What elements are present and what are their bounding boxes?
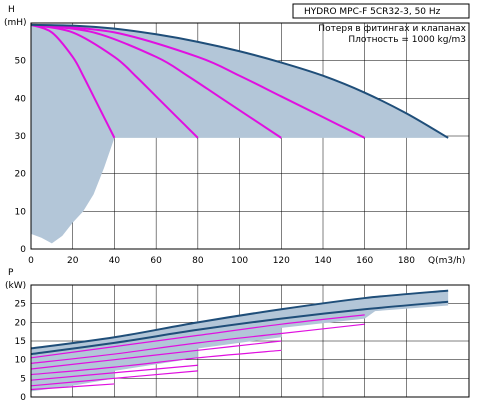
- power-y-ticks: 0 5 10 15 20 25: [15, 300, 27, 400]
- head-x-tick-label: 80: [192, 256, 204, 266]
- power-speed-curve: [30, 314, 365, 359]
- head-y-ticks: 0 10 20 30 40 50: [15, 57, 27, 255]
- power-y-tick-label: 5: [20, 374, 26, 384]
- head-x-tick-label: 100: [231, 256, 248, 266]
- head-x-tick-label: 0: [28, 256, 34, 266]
- power-speed-curve: [30, 364, 198, 381]
- head-x-tick-label: 40: [109, 256, 121, 266]
- power-plot-frame: [30, 284, 470, 398]
- power-y-tick-label: 25: [15, 300, 26, 310]
- head-x-tick-label: 160: [356, 256, 373, 266]
- power-speed-curve: [30, 340, 282, 370]
- power-max-curve: [30, 289, 449, 350]
- head-speed-curve-1: [30, 23, 116, 139]
- power-max-curve: [30, 300, 449, 356]
- head-y-tick-label: 10: [15, 207, 27, 217]
- head-x-ticks: 0 20 40 60 80 100 120 140 160 180: [28, 256, 415, 266]
- head-x-tick-label: 140: [314, 256, 331, 266]
- head-x-tick-label: 60: [150, 256, 162, 266]
- head-plot-frame: [30, 22, 470, 250]
- power-curves: [30, 289, 449, 391]
- head-speed-curve-2: [30, 23, 199, 139]
- head-y-tick-label: 30: [15, 132, 27, 142]
- power-y-tick-label: 10: [15, 356, 27, 366]
- power-speed-curve: [30, 370, 198, 387]
- head-x-tick-label: 20: [67, 256, 79, 266]
- chart-title: HYDRO MPC-F 5CR32-3, 50 Hz: [304, 7, 441, 17]
- head-x-label: Q(m3/h): [428, 256, 465, 266]
- head-y-tick-label: 0: [20, 245, 26, 255]
- head-y-tick-label: 50: [15, 57, 27, 67]
- head-operating-area: [31, 24, 449, 244]
- head-y-unit: (mH): [4, 18, 27, 28]
- power-speed-curve: [30, 323, 365, 364]
- power-y-unit: (kW): [5, 281, 26, 291]
- head-y-tick-label: 40: [15, 94, 27, 104]
- power-y-tick-label: 15: [15, 337, 26, 347]
- note-fittings: Потеря в фитингах и клапанах: [318, 24, 466, 34]
- power-operating-area: [31, 290, 449, 392]
- power-chart: 0 5 10 15 20 25 P (kW): [5, 268, 470, 400]
- head-y-tick-label: 20: [15, 170, 27, 180]
- head-y-label: H: [8, 5, 15, 15]
- power-speed-curve: [30, 349, 282, 376]
- head-x-tick-label: 120: [273, 256, 290, 266]
- head-speed-curve-3: [30, 23, 282, 139]
- head-curves: [30, 23, 449, 139]
- title-box: [292, 3, 470, 19]
- head-x-tick-label: 180: [398, 256, 415, 266]
- head-chart: 0 10 20 30 40 50 0 20 40 60 80 100 120 140 160 180 H (…: [4, 3, 470, 266]
- power-y-tick-label: 0: [20, 393, 26, 400]
- power-speed-curve: [30, 383, 115, 391]
- note-density: Плотность = 1000 kg/m3: [348, 35, 466, 45]
- head-speed-curve-4: [30, 23, 366, 139]
- head-max-curve: [30, 23, 449, 139]
- power-y-tick-label: 20: [15, 318, 27, 328]
- power-y-label: P: [8, 268, 14, 278]
